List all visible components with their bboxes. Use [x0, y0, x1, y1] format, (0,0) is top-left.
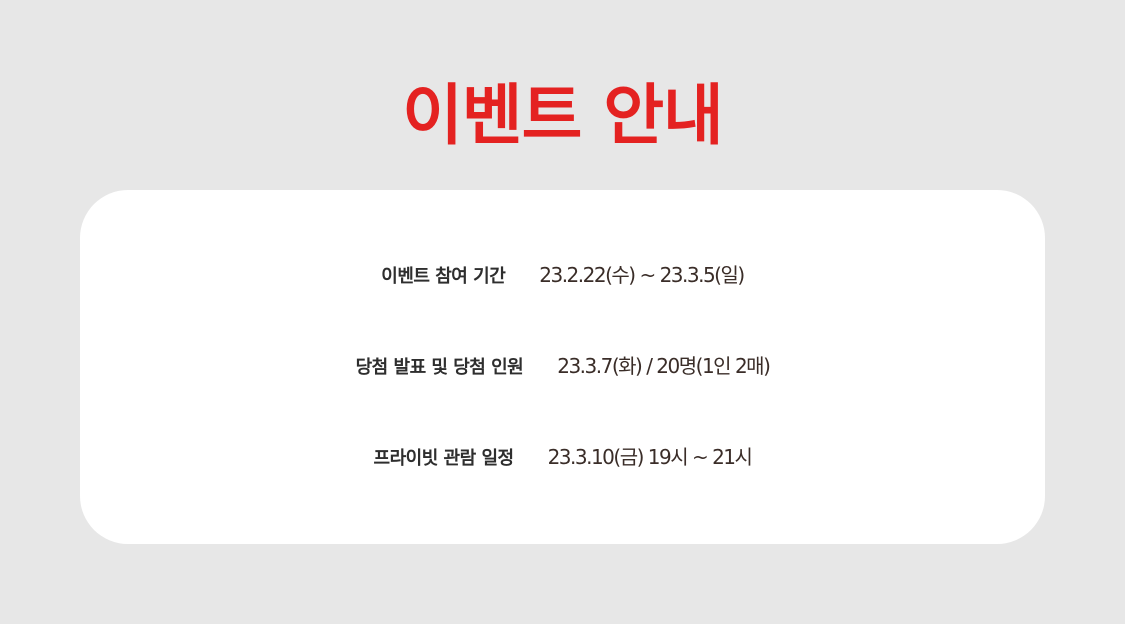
page-title: 이벤트 안내	[402, 77, 724, 154]
info-value: 23.2.22(수) ~ 23.3.5(일)	[539, 263, 745, 287]
info-row-winner-announcement: 당첨 발표 및 당첨 인원 23.3.7(화) / 20명(1인 2매)	[80, 341, 1045, 391]
info-value: 23.3.10(금) 19시 ~ 21시	[547, 445, 753, 469]
info-row-participation-period: 이벤트 참여 기간 23.2.22(수) ~ 23.3.5(일)	[80, 250, 1045, 300]
info-value: 23.3.7(화) / 20명(1인 2매)	[557, 354, 771, 378]
info-label: 프라이빗 관람 일정	[373, 448, 515, 469]
info-label: 이벤트 참여 기간	[381, 266, 506, 287]
event-info-card: 이벤트 참여 기간 23.2.22(수) ~ 23.3.5(일) 당첨 발표 및 …	[80, 190, 1045, 544]
info-row-private-viewing: 프라이빗 관람 일정 23.3.10(금) 19시 ~ 21시	[80, 432, 1045, 482]
info-label: 당첨 발표 및 당첨 인원	[355, 357, 524, 378]
